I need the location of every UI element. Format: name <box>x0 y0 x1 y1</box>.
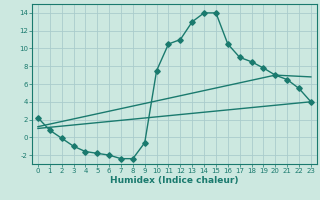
X-axis label: Humidex (Indice chaleur): Humidex (Indice chaleur) <box>110 176 239 185</box>
